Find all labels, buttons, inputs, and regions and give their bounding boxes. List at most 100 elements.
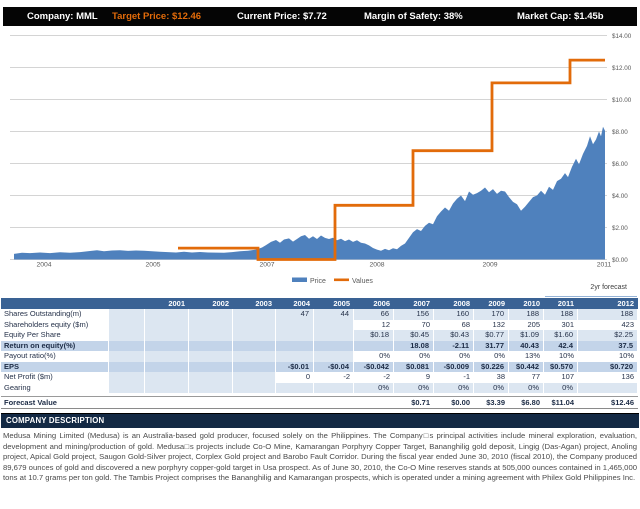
values-step-series xyxy=(178,58,605,261)
value-cell xyxy=(276,340,314,351)
forecast-value-cell: $12.46 xyxy=(611,397,634,407)
summary-bar: Company: MML Target Price: $12.46 Curren… xyxy=(3,7,637,26)
value-cell: $2.25 xyxy=(578,330,638,341)
target-price: Target Price: $12.46 xyxy=(112,11,202,22)
forecast-value-cell: $0.71 xyxy=(411,397,430,407)
value-cell: -$0.01 xyxy=(276,361,314,372)
value-cell: 0% xyxy=(434,382,474,393)
value-cell: -$0.04 xyxy=(314,361,354,372)
row-label: Gearing xyxy=(4,382,31,392)
column-header-2003: 2003 xyxy=(255,299,272,308)
current-price: Current Price: $7.72 xyxy=(237,11,327,22)
row-label: EPS xyxy=(1,361,109,372)
value-cell: 0% xyxy=(379,351,390,360)
header-spacer xyxy=(1,298,109,309)
value-cell xyxy=(314,330,354,341)
value-cell: 170 xyxy=(474,309,509,320)
value-cell xyxy=(145,372,189,383)
value-cell xyxy=(314,340,354,351)
column-header-2005: 2005 xyxy=(333,299,350,308)
row-label: Shares Outstanding(m) xyxy=(4,309,82,318)
value-cell xyxy=(189,372,233,383)
forecast-value-cell xyxy=(145,397,189,408)
legend-values-swatch xyxy=(334,278,349,282)
value-cell: -2 xyxy=(383,372,390,381)
x-axis-label: 2008 xyxy=(369,262,384,269)
x-axis-label: 2005 xyxy=(145,262,160,269)
value-cell: 12 xyxy=(381,319,390,329)
margin-of-safety: Margin of Safety: 38% xyxy=(364,11,463,22)
company-description-title: COMPANY DESCRIPTION xyxy=(6,416,105,425)
forecast-value-cell xyxy=(314,397,354,408)
value-cell xyxy=(145,351,189,362)
value-cell: 0% xyxy=(544,382,578,393)
company-description-header: COMPANY DESCRIPTION xyxy=(1,413,639,428)
price-area-series xyxy=(14,126,605,260)
value-cell xyxy=(233,361,276,372)
row-label: Equity Per Share xyxy=(4,330,61,339)
row-label: Shareholders equity ($m) xyxy=(4,319,89,329)
row-label: Return on equity(%) xyxy=(1,340,109,351)
value-cell: 0% xyxy=(459,351,470,360)
value-cell: 107 xyxy=(561,372,574,381)
value-cell: $0.226 xyxy=(474,361,509,372)
value-cell xyxy=(314,382,354,393)
financials-table: 2001 2002 2003 2004 2005 2006 2007 2008 2009 2010… xyxy=(1,298,638,409)
y-axis-label: $0.00 xyxy=(612,257,628,264)
blank-cell xyxy=(109,351,145,362)
value-cell: 423 xyxy=(621,319,634,329)
value-cell: 0% xyxy=(509,382,544,393)
value-cell: -1 xyxy=(463,372,470,381)
value-cell xyxy=(233,372,276,383)
header-spacer xyxy=(109,298,145,309)
value-cell xyxy=(189,340,233,351)
value-cell xyxy=(233,319,276,330)
value-cell: 188 xyxy=(509,309,544,320)
value-cell xyxy=(189,330,233,341)
value-cell xyxy=(314,351,354,362)
column-header-2011: 2011 xyxy=(557,299,574,308)
value-cell: $0.570 xyxy=(544,361,578,372)
value-cell: $0.442 xyxy=(509,361,544,372)
y-axis-label: $12.00 xyxy=(612,65,632,72)
legend-price-label: Price xyxy=(310,278,326,285)
value-cell xyxy=(145,309,189,320)
value-cell: $0.43 xyxy=(434,330,474,341)
value-cell: -2.11 xyxy=(434,340,474,351)
value-cell: 13% xyxy=(524,351,540,360)
y-axis-label: $6.00 xyxy=(612,161,628,168)
value-cell: 18.08 xyxy=(394,340,434,351)
column-header-2010: 2010 xyxy=(523,299,540,308)
value-cell: 205 xyxy=(527,319,540,329)
value-cell: 40.43 xyxy=(509,340,544,351)
x-axis-label: 2004 xyxy=(36,262,51,269)
value-cell: 156 xyxy=(394,309,434,320)
table-row: Shareholders equity ($m) 12 70 68 132 205 301 4… xyxy=(1,319,638,330)
value-cell: 44 xyxy=(314,309,354,320)
market-cap: Market Cap: $1.45b xyxy=(517,11,604,22)
legend-price-swatch xyxy=(292,277,307,282)
forecast-value-cell: $11.04 xyxy=(551,397,574,407)
value-cell: 66 xyxy=(354,309,394,320)
forecast-value-cell: $3.39 xyxy=(486,397,505,407)
value-cell xyxy=(145,361,189,372)
blank-cell xyxy=(109,382,145,393)
forecast-value-cell xyxy=(189,397,233,408)
y-axis-label: $8.00 xyxy=(612,129,628,136)
blank-cell xyxy=(109,361,145,372)
table-row: Return on equity(%) 18.08 -2.11 31.77 40.43 4… xyxy=(1,340,638,351)
y-axis-label: $10.00 xyxy=(612,97,632,104)
value-cell: -$0.042 xyxy=(354,361,394,372)
value-cell xyxy=(189,309,233,320)
forecast-row-label: Forecast Value xyxy=(4,397,57,407)
value-cell: $0.45 xyxy=(394,330,434,341)
value-cell xyxy=(276,319,314,330)
value-cell: $0.18 xyxy=(354,330,394,341)
value-cell xyxy=(233,309,276,320)
blank-cell xyxy=(109,309,145,320)
table-row: Equity Per Share $0.18 $0.45 $0.43 $0.77 $1.0… xyxy=(1,330,638,341)
value-cell: $1.60 xyxy=(544,330,578,341)
value-cell: 38 xyxy=(496,372,505,381)
value-cell xyxy=(189,319,233,330)
value-cell: -$0.009 xyxy=(434,361,474,372)
